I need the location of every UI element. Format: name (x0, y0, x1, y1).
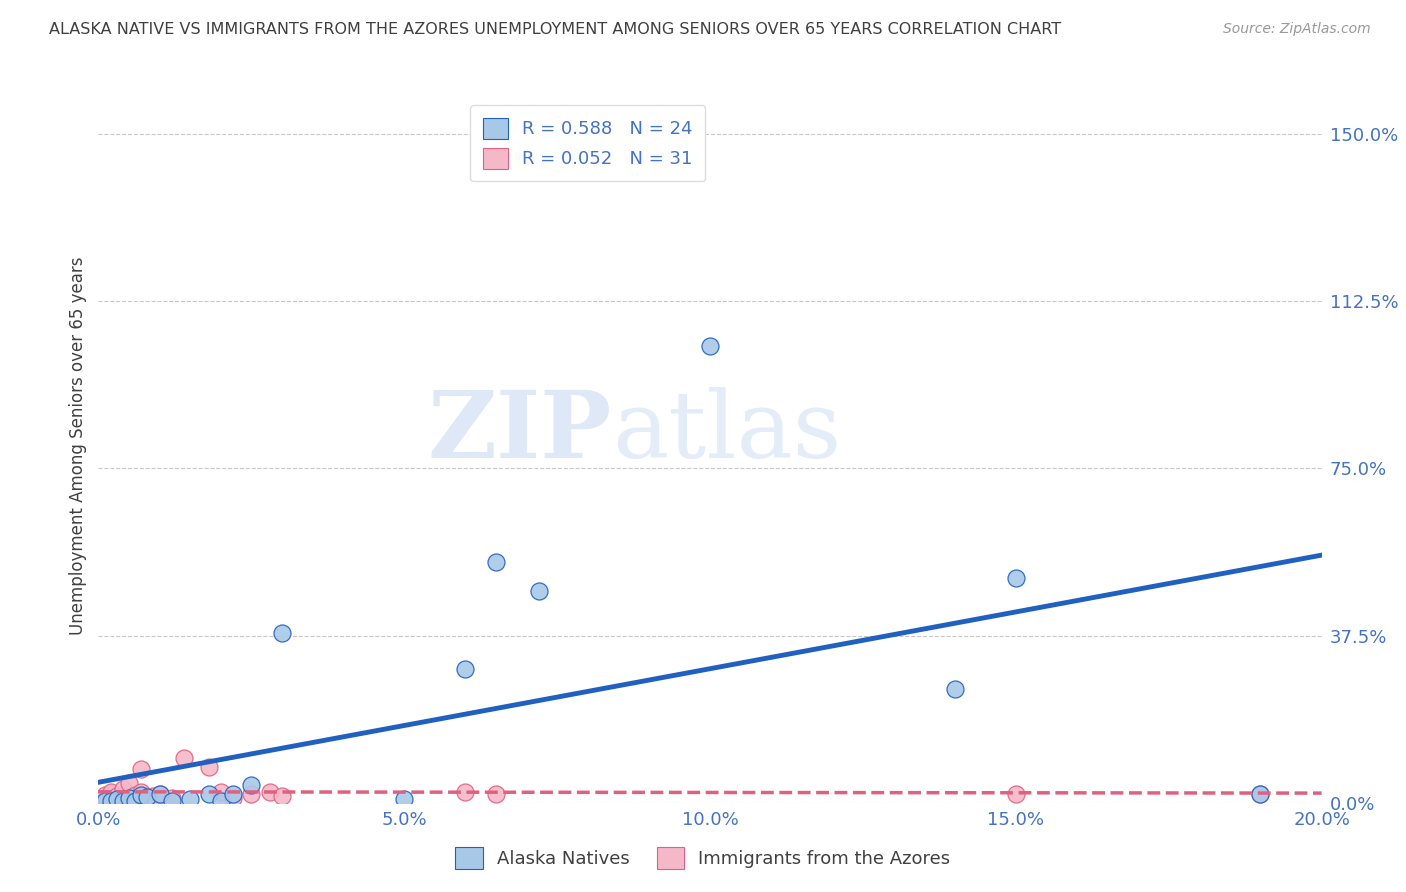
Point (142, 789, 165, 803)
Point (124, 790, 146, 805)
Point (485, 555, 508, 569)
Y-axis label: Unemployment Among Seniors over 65 years: Unemployment Among Seniors over 65 years (69, 257, 87, 635)
Point (129, 785, 152, 799)
Point (197, 760, 219, 774)
Point (240, 787, 263, 801)
Point (160, 791, 183, 805)
Text: atlas: atlas (612, 387, 841, 476)
Point (105, 792, 128, 806)
Point (93, 795, 115, 808)
Text: Source: ZipAtlas.com: Source: ZipAtlas.com (1223, 22, 1371, 37)
Point (93, 788, 115, 802)
Point (454, 785, 477, 799)
Text: ALASKA NATIVE VS IMMIGRANTS FROM THE AZORES UNEMPLOYMENT AMONG SENIORS OVER 65 Y: ALASKA NATIVE VS IMMIGRANTS FROM THE AZO… (49, 22, 1062, 37)
Legend: Alaska Natives, Immigrants from the Azores: Alaska Natives, Immigrants from the Azor… (449, 839, 957, 876)
Point (111, 782, 134, 797)
Point (222, 787, 245, 801)
Point (270, 626, 292, 640)
Point (118, 775, 141, 790)
Point (160, 795, 183, 808)
Point (124, 794, 146, 808)
Point (1004, 787, 1026, 801)
Point (149, 794, 172, 808)
Point (118, 791, 141, 805)
Point (100, 794, 122, 808)
Point (118, 791, 141, 805)
Point (111, 795, 134, 808)
Point (149, 787, 172, 801)
Point (1249, 787, 1271, 801)
Point (105, 789, 128, 803)
Point (943, 681, 966, 696)
Point (173, 751, 195, 765)
Point (149, 787, 172, 801)
Point (129, 762, 152, 776)
Point (111, 788, 134, 802)
Point (270, 789, 292, 803)
Point (197, 787, 219, 801)
Point (100, 785, 122, 799)
Point (259, 785, 281, 799)
Point (124, 788, 146, 802)
Point (454, 662, 477, 676)
Point (100, 794, 122, 808)
Point (527, 583, 550, 598)
Point (699, 338, 721, 352)
Point (105, 792, 128, 806)
Point (179, 792, 201, 806)
Point (136, 791, 159, 805)
Point (222, 791, 245, 805)
Point (1249, 787, 1271, 801)
Point (392, 792, 416, 806)
Point (1004, 571, 1026, 585)
Point (100, 787, 122, 801)
Legend: R = 0.588   N = 24, R = 0.052   N = 31: R = 0.588 N = 24, R = 0.052 N = 31 (470, 105, 706, 181)
Point (485, 787, 508, 801)
Point (240, 778, 263, 792)
Text: ZIP: ZIP (427, 387, 612, 476)
Point (129, 788, 152, 802)
Point (209, 785, 232, 799)
Point (209, 794, 232, 808)
Point (93, 791, 115, 805)
Point (136, 790, 159, 805)
